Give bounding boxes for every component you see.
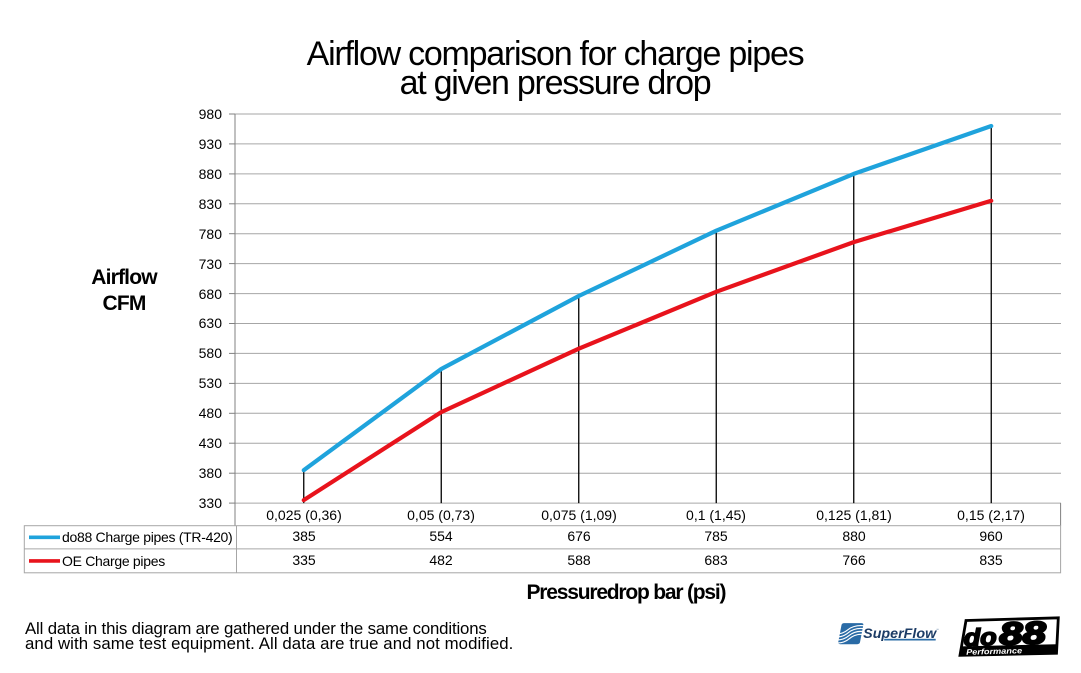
svg-text:do: do (963, 624, 997, 652)
svg-text:Performance: Performance (966, 646, 1023, 657)
svg-text:SuperFlow: SuperFlow (863, 625, 937, 641)
svg-text:88: 88 (999, 614, 1047, 651)
